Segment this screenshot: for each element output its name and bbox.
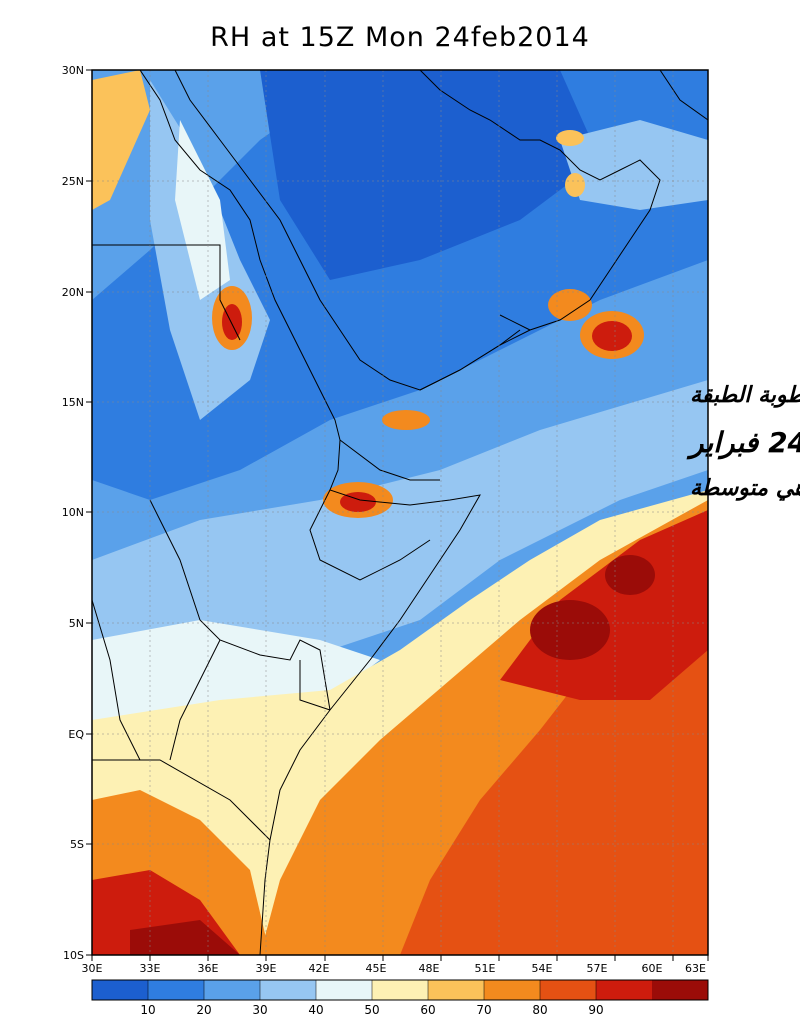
x-tick-label: 57E [587, 962, 608, 975]
rh-max-core-sw [130, 920, 240, 955]
colorbar-swatch [596, 980, 653, 1000]
colorbar-label: 80 [532, 1003, 547, 1017]
rh-field [92, 70, 708, 955]
x-tick-label: 36E [198, 962, 219, 975]
rh-max-core-east [530, 600, 610, 660]
y-axis: 30N 25N 20N 15N 10N 5N EQ 5S 10S [62, 64, 92, 962]
x-tick-label: 45E [366, 962, 387, 975]
rh-region-lightblue-gulf [560, 120, 708, 210]
rh-local-max-uae [565, 173, 585, 197]
rh-region-very-dry [260, 70, 600, 280]
rh-local-max-oman-2 [592, 321, 632, 351]
annotation-line-2: 850م الظهر 24 فبراير [686, 426, 800, 460]
colorbar-swatch [204, 980, 261, 1000]
annotation-line-1: =تحديث الرطوبة الطبقة [690, 383, 800, 408]
x-tick-label: 60E [642, 962, 663, 975]
colorbar-swatch [92, 980, 149, 1000]
colorbar-label: 90 [588, 1003, 603, 1017]
y-tick-label: 25N [62, 175, 84, 188]
colorbar-label: 20 [196, 1003, 211, 1017]
colorbar-label: 60 [420, 1003, 435, 1017]
y-tick-label: 5S [70, 838, 84, 851]
rh-local-max-gulf [556, 130, 584, 146]
rh-local-max-oman-3 [548, 289, 592, 321]
y-tick-label: 5N [69, 617, 84, 630]
colorbar-swatch [148, 980, 205, 1000]
y-tick-label: 10N [62, 506, 84, 519]
annotation-line-3: وهي متوسطة [690, 476, 800, 501]
rh-local-max-djibouti-2 [340, 492, 376, 512]
colorbar-frame [91, 979, 709, 1001]
rh-local-max-yemen [382, 410, 430, 430]
colorbar-label: 50 [364, 1003, 379, 1017]
colorbar: 10 20 30 40 50 60 70 80 90 [91, 979, 709, 1017]
x-tick-label: 42E [309, 962, 330, 975]
x-tick-label: 54E [532, 962, 553, 975]
rh-region-lightblue [92, 380, 708, 680]
y-tick-label: EQ [68, 728, 84, 741]
colorbar-swatch [652, 980, 709, 1000]
colorbar-swatch [372, 980, 429, 1000]
colorbar-swatch [260, 980, 317, 1000]
y-tick-label: 20N [62, 286, 84, 299]
colorbar-label: 70 [476, 1003, 491, 1017]
colorbar-swatch [428, 980, 485, 1000]
y-tick-label: 30N [62, 64, 84, 77]
map-title: RH at 15Z Mon 24feb2014 [210, 22, 590, 53]
colorbar-label: 40 [308, 1003, 323, 1017]
x-tick-label: 48E [419, 962, 440, 975]
y-tick-label: 10S [63, 949, 84, 962]
x-axis: 30E 33E 36E 39E 42E 45E 48E 51E 54E 57E … [82, 955, 709, 975]
colorbar-label: 10 [140, 1003, 155, 1017]
x-tick-label: 39E [256, 962, 277, 975]
x-tick-label: 51E [475, 962, 496, 975]
x-tick-label: 63E [685, 962, 706, 975]
y-tick-label: 15N [62, 396, 84, 409]
colorbar-swatch [484, 980, 541, 1000]
colorbar-swatch [540, 980, 597, 1000]
arabic-annotation: =تحديث الرطوبة الطبقة 850م الظهر 24 فبرا… [686, 383, 800, 501]
rh-region-orange-nw [92, 70, 150, 210]
colorbar-label: 30 [252, 1003, 267, 1017]
rh-max-core-ne [605, 555, 655, 595]
colorbar-swatch [316, 980, 373, 1000]
x-tick-label: 30E [82, 962, 103, 975]
x-tick-label: 33E [140, 962, 161, 975]
rh-region-white-west [175, 120, 230, 300]
